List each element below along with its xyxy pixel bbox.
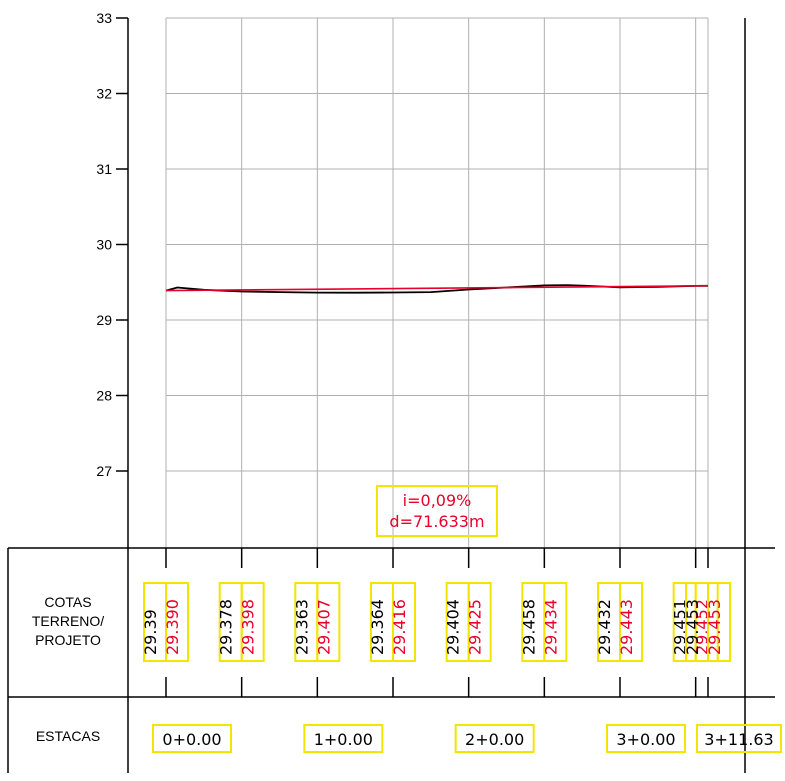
terreno-elevation-value: 29.378 xyxy=(217,599,236,655)
projeto-elevation-value: 29.434 xyxy=(541,599,560,655)
y-tick-label: 32 xyxy=(96,86,112,102)
terreno-elevation-value: 29.453 xyxy=(683,599,702,655)
projeto-value-box xyxy=(316,582,341,662)
projeto-elevation-value: 29.453 xyxy=(705,599,724,655)
terreno-elevation-value: 29.404 xyxy=(444,599,463,655)
y-tick-label: 28 xyxy=(96,388,112,404)
annotation-box xyxy=(376,485,498,537)
station-label: 3+11.63 xyxy=(704,730,773,749)
projeto-value-box xyxy=(391,582,416,662)
profile-lines xyxy=(165,284,709,294)
cotas-row-label: TERRENO/ xyxy=(32,613,104,629)
y-tick-label: 30 xyxy=(96,237,112,253)
station-box xyxy=(454,724,535,753)
projeto-elevation-value: 29.425 xyxy=(466,599,485,655)
slope-annotation: i=0,09% d=71.633m xyxy=(376,485,498,537)
estacas-row-label: ESTACAS xyxy=(36,728,100,744)
slope-label: i=0,09% xyxy=(403,491,472,510)
station-box xyxy=(605,724,686,753)
y-tick-label: 27 xyxy=(96,463,112,479)
projeto-elevation-value: 29.416 xyxy=(390,599,409,655)
projeto-elevation-value: 29.407 xyxy=(314,599,333,655)
projeto-value-box xyxy=(707,582,731,662)
cotas-row-label: COTAS xyxy=(44,594,91,610)
station-label: 1+0.00 xyxy=(314,730,373,749)
terreno-elevation-value: 29.458 xyxy=(519,599,538,655)
distance-label: d=71.633m xyxy=(389,512,484,531)
projeto-elevation-value: 29.398 xyxy=(239,599,258,655)
station-box xyxy=(152,724,232,753)
cotas-row-label: PROJETO xyxy=(35,632,101,648)
projeto-value-box xyxy=(618,582,643,662)
station-label: 2+0.00 xyxy=(465,730,524,749)
profile-table: COTAS TERRENO/PROJETO ESTACAS 29.39 29.390 29… xyxy=(7,547,782,773)
projeto-value-box xyxy=(165,582,189,662)
station-box xyxy=(303,724,384,753)
terreno-elevation-value: 29.363 xyxy=(292,599,311,655)
station-box xyxy=(696,724,782,753)
projeto-value-box xyxy=(240,582,265,662)
projeto-elevation-value: 29.390 xyxy=(163,599,182,655)
terreno-elevation-value: 29.432 xyxy=(595,599,614,655)
y-tick-label: 33 xyxy=(96,10,112,26)
terreno-elevation-value: 29.451 xyxy=(671,599,690,655)
terreno-elevation-value: 29.364 xyxy=(368,599,387,655)
y-tick-label: 31 xyxy=(96,161,112,177)
station-label: 0+0.00 xyxy=(162,730,221,749)
projeto-value-box xyxy=(543,582,568,662)
grid xyxy=(165,17,709,548)
projeto-elevation-value: 29.452 xyxy=(693,599,712,655)
projeto-line xyxy=(165,285,709,292)
y-tick-label: 29 xyxy=(96,312,112,328)
projeto-value-box xyxy=(467,582,492,662)
y-axis: 27 28 29 30 31 32 33 xyxy=(96,10,746,773)
terreno-elevation-value: 29.39 xyxy=(141,609,160,655)
station-label: 3+0.00 xyxy=(616,730,675,749)
projeto-elevation-value: 29.443 xyxy=(617,599,636,655)
